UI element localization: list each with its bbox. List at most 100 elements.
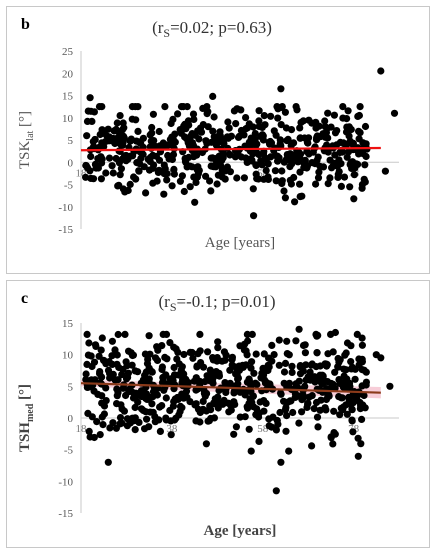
data-point xyxy=(284,398,292,406)
data-point xyxy=(330,429,338,437)
data-point xyxy=(313,349,321,357)
data-point xyxy=(328,164,336,172)
data-point xyxy=(178,363,186,371)
data-point xyxy=(131,414,139,422)
data-point xyxy=(174,110,182,118)
data-point xyxy=(361,161,369,169)
data-point xyxy=(311,373,319,381)
data-point xyxy=(280,379,288,387)
data-point xyxy=(315,168,323,176)
data-point xyxy=(295,325,303,333)
data-point xyxy=(377,67,385,75)
data-point xyxy=(126,180,134,188)
data-point xyxy=(167,431,175,439)
data-point xyxy=(121,330,129,338)
data-point xyxy=(193,151,201,159)
data-point xyxy=(146,131,154,139)
data-point xyxy=(163,355,171,363)
data-point xyxy=(248,157,256,165)
data-point xyxy=(356,103,364,111)
data-point xyxy=(260,112,268,120)
data-point xyxy=(277,85,285,93)
data-point xyxy=(245,425,253,433)
data-point xyxy=(312,398,321,407)
data-point xyxy=(120,134,128,142)
data-point xyxy=(291,198,299,206)
x-tick-label: 18 xyxy=(76,167,88,179)
data-point xyxy=(299,117,307,125)
data-point xyxy=(251,130,259,138)
data-point xyxy=(187,132,195,140)
data-point xyxy=(331,129,340,137)
data-point xyxy=(255,437,263,445)
data-point xyxy=(296,370,305,378)
data-point xyxy=(180,350,188,359)
data-point xyxy=(136,160,144,168)
y-axis-title: TSKlat [°] xyxy=(17,111,36,169)
data-point xyxy=(189,142,198,150)
data-point xyxy=(214,398,222,406)
panel-letter: b xyxy=(21,16,30,33)
data-point xyxy=(281,194,289,202)
data-point xyxy=(329,380,337,388)
data-point xyxy=(276,408,284,417)
data-point xyxy=(358,415,366,423)
data-point xyxy=(298,192,306,200)
data-point xyxy=(172,345,180,353)
data-point xyxy=(296,155,304,163)
data-point xyxy=(339,103,347,111)
data-point xyxy=(381,167,389,175)
data-point xyxy=(113,119,121,127)
y-tick-label: 5 xyxy=(68,135,74,147)
data-point xyxy=(248,398,256,406)
data-point xyxy=(184,379,192,387)
data-point xyxy=(87,352,95,360)
data-point xyxy=(178,390,186,398)
data-point xyxy=(118,419,126,427)
data-point xyxy=(115,363,123,372)
data-point xyxy=(314,423,322,431)
data-point xyxy=(236,342,244,350)
data-point xyxy=(87,174,95,182)
y-tick-label: -5 xyxy=(64,445,74,457)
data-point xyxy=(280,368,289,376)
data-point xyxy=(349,139,357,147)
data-point xyxy=(123,362,131,370)
data-point xyxy=(330,407,338,415)
data-point xyxy=(295,419,303,427)
data-point xyxy=(335,156,343,164)
data-point xyxy=(207,414,215,423)
data-point xyxy=(266,380,274,388)
data-point xyxy=(176,177,184,185)
data-point xyxy=(111,346,119,354)
data-point xyxy=(282,427,290,435)
data-point xyxy=(290,139,298,147)
data-point xyxy=(331,328,339,337)
data-point xyxy=(178,404,186,412)
data-point xyxy=(242,154,250,162)
y-tick-label: 0 xyxy=(68,413,74,425)
data-point xyxy=(310,405,318,413)
data-point xyxy=(99,356,108,364)
data-point xyxy=(301,349,309,357)
data-point xyxy=(223,163,231,171)
data-point xyxy=(249,150,257,158)
data-point xyxy=(258,123,266,131)
data-point xyxy=(372,351,380,359)
data-point xyxy=(198,148,206,157)
data-point xyxy=(257,157,265,165)
data-point xyxy=(323,378,332,386)
data-point xyxy=(244,404,252,412)
data-point xyxy=(203,110,211,118)
data-point xyxy=(148,400,156,408)
data-point xyxy=(216,132,224,140)
data-point xyxy=(85,339,93,347)
data-point xyxy=(97,175,105,183)
data-point xyxy=(344,148,352,156)
data-point xyxy=(230,398,238,406)
data-point xyxy=(228,361,236,369)
data-point xyxy=(148,368,156,376)
y-tick-label: 10 xyxy=(62,350,74,362)
data-point xyxy=(349,399,357,407)
data-point xyxy=(116,112,124,120)
